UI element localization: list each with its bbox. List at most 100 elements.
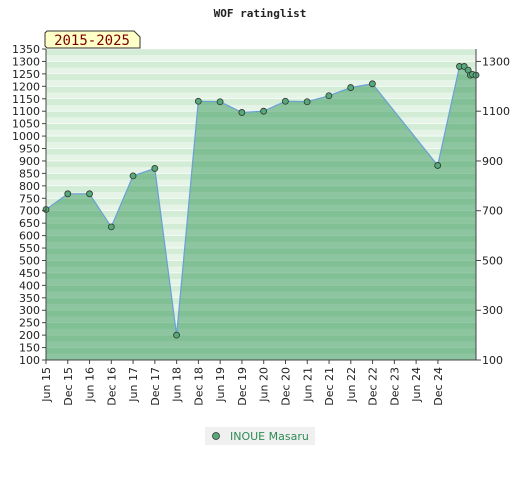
x-tick-label: Dec 19: [236, 367, 249, 406]
background-band: [46, 104, 476, 112]
period-label: 2015-2025: [54, 33, 130, 49]
x-tick-label: Dec 16: [105, 367, 118, 406]
data-point: [129, 172, 137, 180]
data-point: [86, 190, 93, 198]
background-band: [46, 73, 476, 81]
background-band: [46, 347, 476, 354]
left-tick-label: 1250: [12, 68, 40, 81]
background-band: [46, 297, 476, 305]
data-point: [325, 92, 333, 100]
x-tick-label: Dec 21: [323, 367, 336, 406]
data-point: [216, 98, 224, 106]
right-tick-label: 700: [482, 205, 503, 218]
data-point: [260, 107, 268, 115]
background-band: [46, 235, 476, 242]
data-point: [369, 80, 376, 88]
background-band: [46, 229, 476, 236]
right-tick-label: 300: [482, 304, 503, 317]
right-tick-label: 1300: [482, 55, 510, 68]
x-tick-label: Jun 24: [410, 367, 423, 403]
x-tick-label: Jun 21: [301, 367, 314, 403]
left-tick-label: 750: [19, 192, 40, 205]
background-band: [46, 322, 476, 329]
left-tick-label: 1000: [12, 130, 40, 143]
background-band: [46, 304, 476, 311]
left-tick-label: 450: [19, 267, 40, 280]
left-tick-label: 1150: [12, 93, 40, 106]
right-tick-label: 900: [482, 155, 503, 168]
background-band: [46, 285, 476, 292]
x-tick-label: Dec 22: [367, 367, 380, 406]
legend-label: INOUE Masaru: [230, 430, 309, 443]
background-band: [46, 204, 476, 211]
left-tick-label: 1050: [12, 118, 40, 131]
right-axis-ticks: 100 300 500 700 900 1100 1300: [476, 55, 510, 367]
left-tick-label: 1100: [12, 105, 40, 118]
background-band: [46, 179, 476, 186]
x-tick-label: Jun 17: [127, 367, 140, 403]
background-bands: [46, 49, 476, 360]
background-band: [46, 260, 476, 267]
data-point: [238, 109, 246, 116]
data-point: [434, 162, 442, 169]
background-band: [46, 86, 476, 93]
left-tick-label: 700: [19, 205, 40, 218]
right-tick-label: 100: [482, 354, 503, 367]
background-band: [46, 248, 476, 255]
x-tick-label: Jun 15: [40, 367, 53, 403]
left-tick-label: 1200: [12, 80, 40, 93]
background-band: [46, 310, 476, 317]
background-band: [46, 160, 476, 168]
background-band: [46, 167, 476, 174]
x-tick-label: Dec 24: [432, 367, 445, 406]
left-tick-label: 500: [19, 254, 40, 267]
x-tick-label: Jun 18: [171, 367, 184, 403]
left-tick-label: 1350: [12, 43, 40, 56]
left-tick-label: 600: [19, 230, 40, 243]
left-tick-label: 150: [19, 342, 40, 355]
background-band: [46, 117, 476, 124]
background-band: [46, 67, 476, 74]
left-tick-label: 250: [19, 317, 40, 330]
background-band: [46, 335, 476, 342]
left-tick-label: 300: [19, 304, 40, 317]
background-band: [46, 92, 476, 99]
left-tick-label: 400: [19, 279, 40, 292]
left-axis-ticks: 1001502002503003504004505005506006507007…: [12, 43, 46, 367]
data-point: [107, 223, 115, 231]
x-tick-label: Dec 23: [388, 367, 401, 406]
period-label-box: 2015-2025: [44, 30, 141, 49]
left-tick-label: 100: [19, 354, 40, 367]
x-tick-label: Jun 20: [258, 367, 271, 403]
background-band: [46, 80, 476, 87]
x-tick-label: Dec 15: [62, 367, 75, 406]
chart-title: WOF ratinglist: [214, 7, 307, 20]
background-band: [46, 185, 476, 193]
background-band: [46, 210, 476, 217]
x-tick-label: Jun 16: [84, 367, 97, 403]
background-band: [46, 223, 476, 230]
x-tick-label: Jun 22: [345, 367, 358, 403]
background-band: [46, 55, 476, 62]
background-band: [46, 123, 476, 130]
data-point: [151, 165, 159, 172]
left-tick-label: 650: [19, 217, 40, 230]
left-tick-label: 350: [19, 292, 40, 305]
background-band: [46, 341, 476, 348]
background-band: [46, 154, 476, 161]
x-tick-label: Jun 19: [214, 367, 227, 403]
x-tick-label: Dec 18: [192, 367, 205, 406]
series-area-fill: [46, 66, 476, 360]
data-point: [281, 97, 289, 105]
background-band: [46, 173, 476, 180]
background-band: [46, 216, 476, 224]
background-band: [46, 279, 476, 286]
data-point: [303, 98, 311, 106]
background-band: [46, 291, 476, 298]
background-band: [46, 353, 476, 360]
left-tick-label: 850: [19, 167, 40, 180]
background-band: [46, 129, 476, 137]
background-band: [46, 111, 476, 118]
data-point: [347, 84, 355, 91]
